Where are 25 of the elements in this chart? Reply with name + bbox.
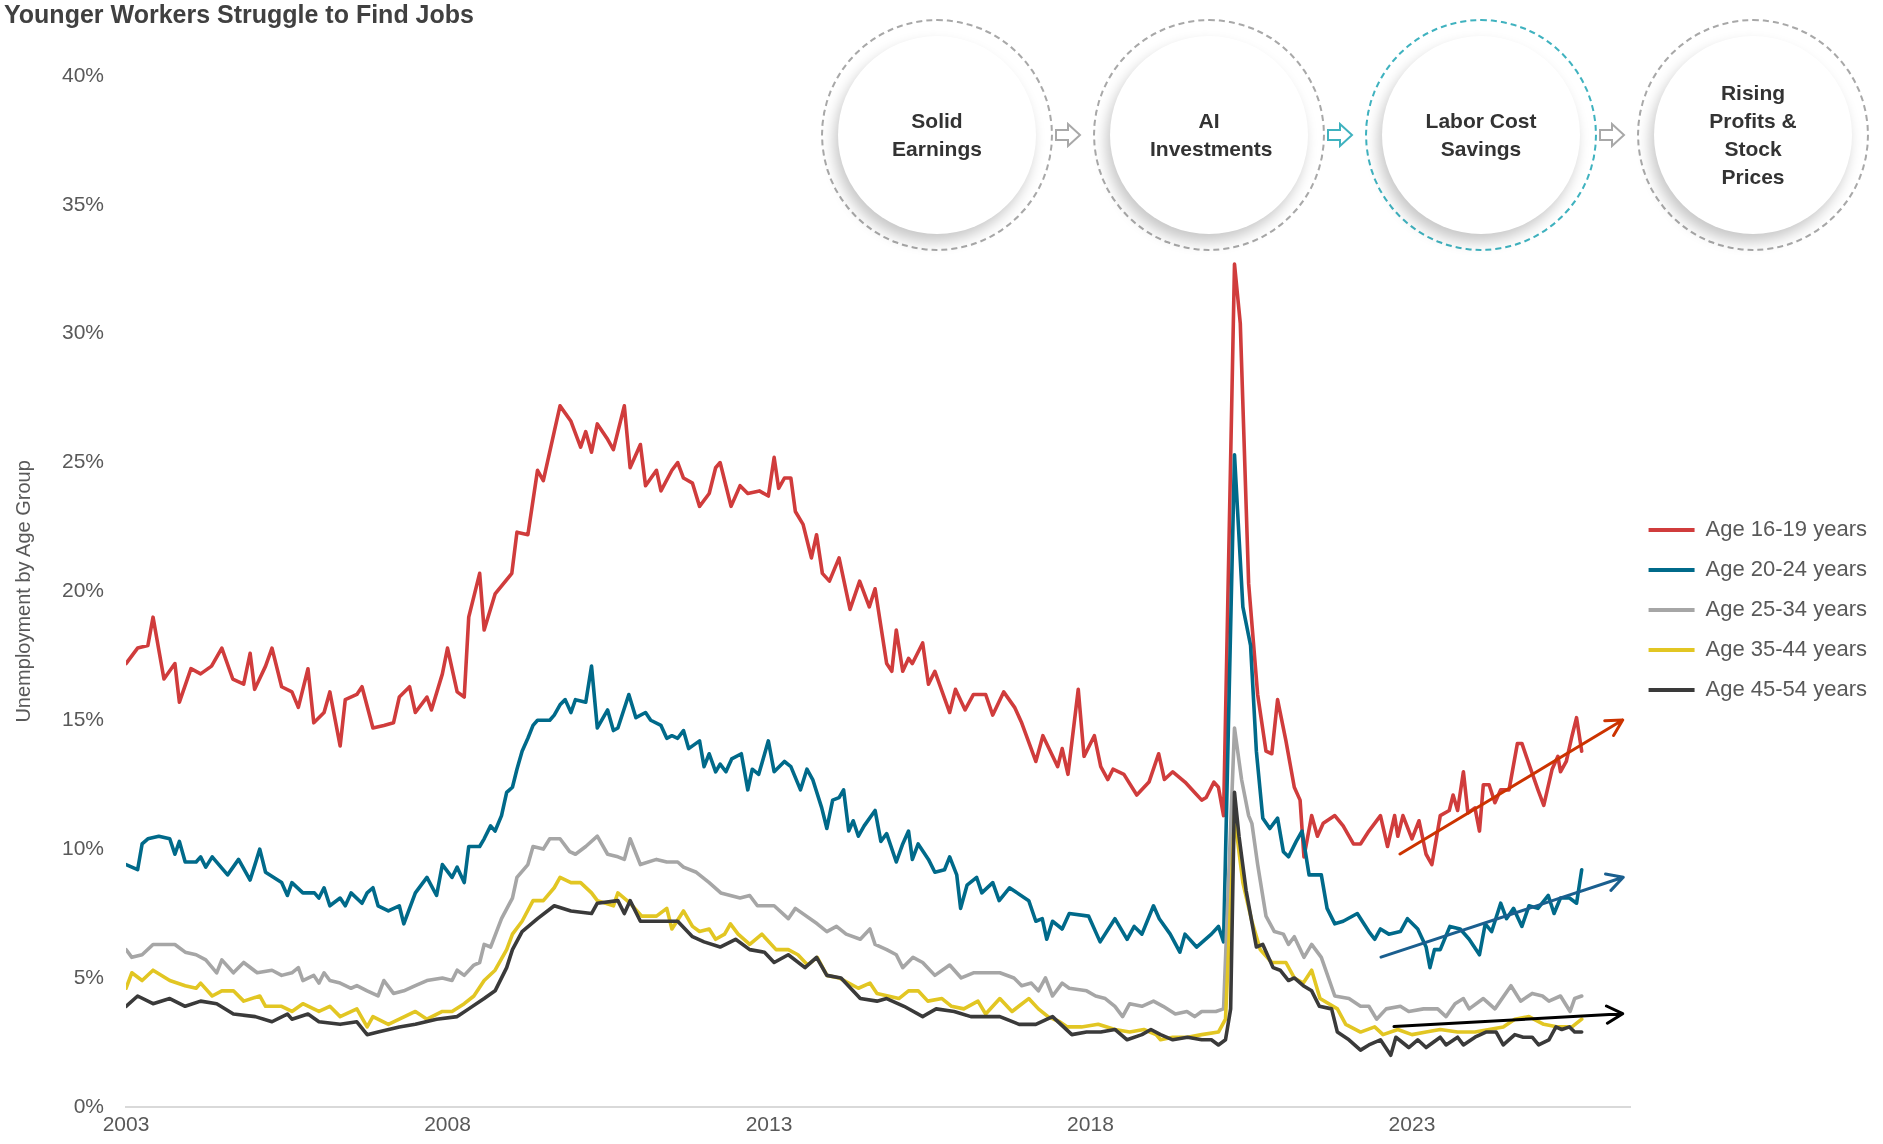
y-tick-label: 40% xyxy=(62,62,105,86)
annotation: Labor Cost Savings xyxy=(1424,108,1538,162)
x-tick-label: 2003 xyxy=(102,1112,150,1136)
y-tick-label: 25% xyxy=(62,449,105,473)
y-tick-label: 5% xyxy=(73,964,105,988)
annotation: AI Investments xyxy=(1150,108,1273,162)
legend-label: Age 35-44 years xyxy=(1705,636,1867,662)
x-tick-label: 2018 xyxy=(1067,1112,1114,1136)
annotation: Solid Earnings xyxy=(891,108,983,162)
legend-label: Age 25-34 years xyxy=(1705,596,1867,622)
y-tick-label: 20% xyxy=(62,578,105,602)
legend-label: Age 16-19 years xyxy=(1705,516,1867,542)
x-tick-label: 2023 xyxy=(1388,1112,1436,1136)
legend-label: Age 45-54 years xyxy=(1705,676,1867,702)
x-tick-label: 2008 xyxy=(424,1112,471,1136)
legend-label: Age 20-24 years xyxy=(1705,556,1867,582)
x-tick-label: 2013 xyxy=(745,1112,793,1136)
chart-title: Younger Workers Struggle to Find Jobs xyxy=(4,0,474,29)
text: Rising Profits & Stock Prices xyxy=(1708,80,1798,190)
y-tick-label: 35% xyxy=(62,191,105,215)
y-tick-label: 10% xyxy=(62,835,105,859)
y-tick-label: 15% xyxy=(62,707,105,731)
y-tick-label: 30% xyxy=(62,320,105,344)
y-tick-label: 0% xyxy=(73,1093,105,1117)
y-axis-title: Unemployment by Age Group xyxy=(11,460,34,723)
